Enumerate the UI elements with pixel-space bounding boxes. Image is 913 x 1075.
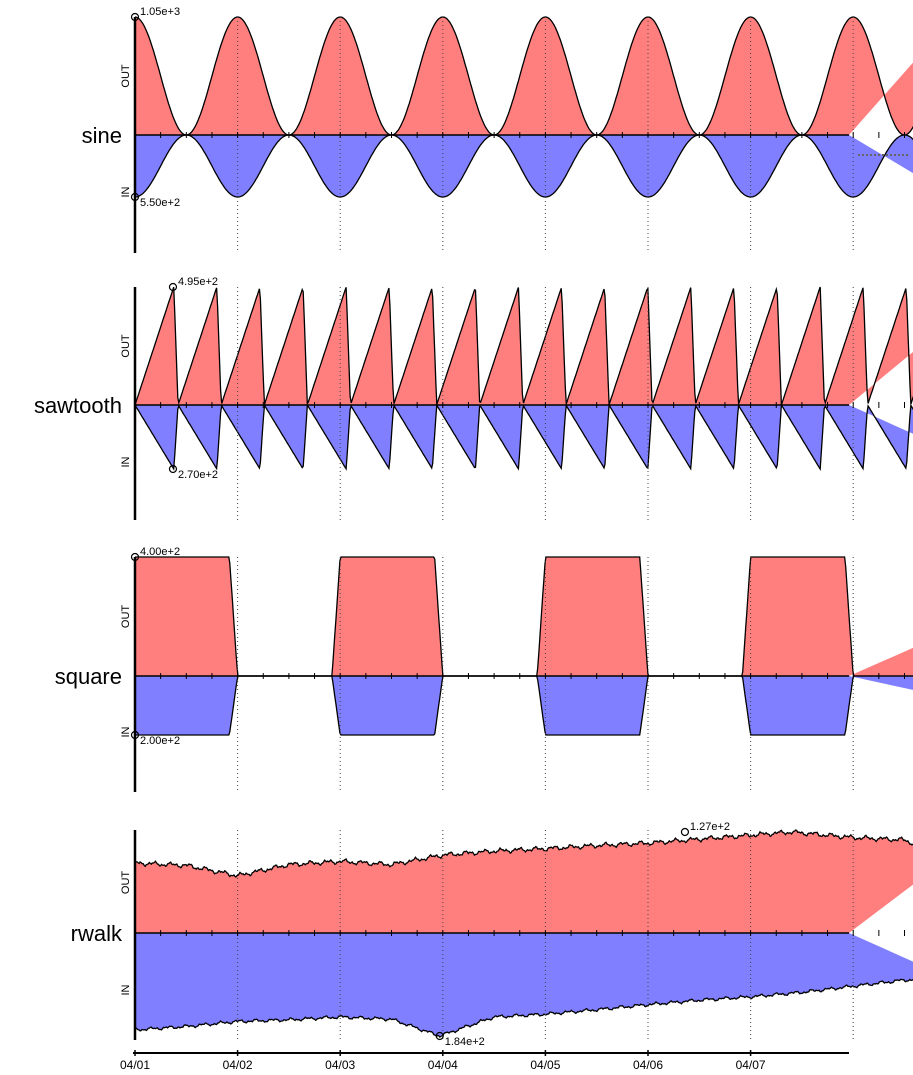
in-max-label: 1.84e+2: [445, 1036, 485, 1048]
in-label: IN: [120, 186, 132, 197]
out-max-label: 1.05e+3: [140, 6, 180, 18]
in-max-marker: [130, 730, 140, 740]
time-tick-label: 04/07: [736, 1058, 766, 1072]
out-area-square: [135, 557, 913, 676]
out-label: OUT: [120, 334, 132, 358]
out-max-label: 4.00e+2: [140, 546, 180, 558]
time-tick-label: 04/04: [428, 1058, 458, 1072]
out-max-marker: [130, 12, 140, 22]
in-label: IN: [120, 726, 132, 737]
in-max-marker: [168, 464, 178, 474]
in-label: IN: [120, 984, 132, 995]
panel-name: square: [55, 664, 122, 689]
in-line-rwalk: [134, 978, 913, 1039]
time-tick-label: 04/06: [633, 1058, 663, 1072]
in-area-square: [135, 676, 913, 735]
in-max-label: 2.00e+2: [140, 735, 180, 747]
panel-square: square OUT IN 4.00e+2 2.00e+2: [55, 546, 913, 792]
out-area-sine: [135, 17, 913, 135]
in-area-sawtooth: [135, 405, 913, 469]
out-line-sine: [134, 16, 913, 136]
out-area-sawtooth: [135, 287, 913, 405]
out-max-marker: [130, 552, 140, 562]
panel-rwalk: rwalk OUT IN 1.27e+2 1.84e+2: [71, 821, 913, 1048]
out-label: OUT: [120, 871, 132, 895]
out-line-rwalk: [134, 829, 913, 878]
time-tick-label: 04/02: [223, 1058, 253, 1072]
time-tick-label: 04/03: [325, 1058, 355, 1072]
out-line-sawtooth: [134, 286, 913, 406]
in-line-sine: [134, 134, 913, 198]
out-max-marker: [680, 827, 690, 837]
out-label: OUT: [120, 64, 132, 88]
panel-name: sawtooth: [34, 393, 122, 418]
out-max-label: 4.95e+2: [178, 276, 218, 288]
time-tick-label: 04/05: [530, 1058, 560, 1072]
panel-sawtooth: sawtooth OUT IN 4.95e+2 2.70e+2: [34, 276, 913, 520]
out-max-label: 1.27e+2: [690, 821, 730, 833]
out-max-marker: [168, 282, 178, 292]
panel-name: sine: [82, 123, 122, 148]
in-max-label: 2.70e+2: [178, 469, 218, 481]
panel-sine: sine OUT IN 1.05e+3 5.50e+2: [82, 6, 913, 253]
in-area-sine: [135, 135, 913, 197]
panel-name: rwalk: [71, 921, 123, 946]
in-max-label: 5.50e+2: [140, 197, 180, 209]
in-max-marker: [435, 1031, 444, 1041]
in-max-marker: [130, 192, 140, 202]
in-area-rwalk: [135, 933, 913, 1038]
time-tick-label: 04/01: [120, 1058, 150, 1072]
in-label: IN: [120, 456, 132, 467]
in-line-sawtooth: [134, 403, 913, 471]
out-area-rwalk: [135, 830, 913, 933]
out-label: OUT: [120, 605, 132, 629]
